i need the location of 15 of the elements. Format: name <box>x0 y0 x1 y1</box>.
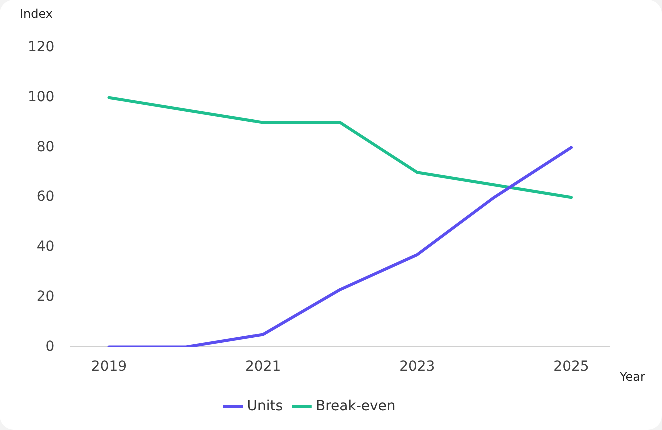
y-tick-label: 80 <box>36 139 55 156</box>
y-axis-title: Index <box>20 7 54 22</box>
legend-label: Units <box>247 398 284 415</box>
x-tick-label: 2021 <box>246 359 282 376</box>
legend-label: Break-even <box>316 398 396 415</box>
y-tick-label: 100 <box>28 90 55 106</box>
x-tick-label: 2019 <box>91 359 128 376</box>
y-tick-label: 20 <box>36 288 55 305</box>
y-tick-label: 60 <box>36 189 55 206</box>
x-tick-label: 2023 <box>400 359 436 376</box>
x-tick-label: 2025 <box>554 359 590 376</box>
y-tick-label: 120 <box>28 40 55 56</box>
x-axis-title: Year <box>619 370 646 384</box>
y-tick-label: 40 <box>36 239 55 256</box>
y-tick-label: 0 <box>46 338 55 355</box>
